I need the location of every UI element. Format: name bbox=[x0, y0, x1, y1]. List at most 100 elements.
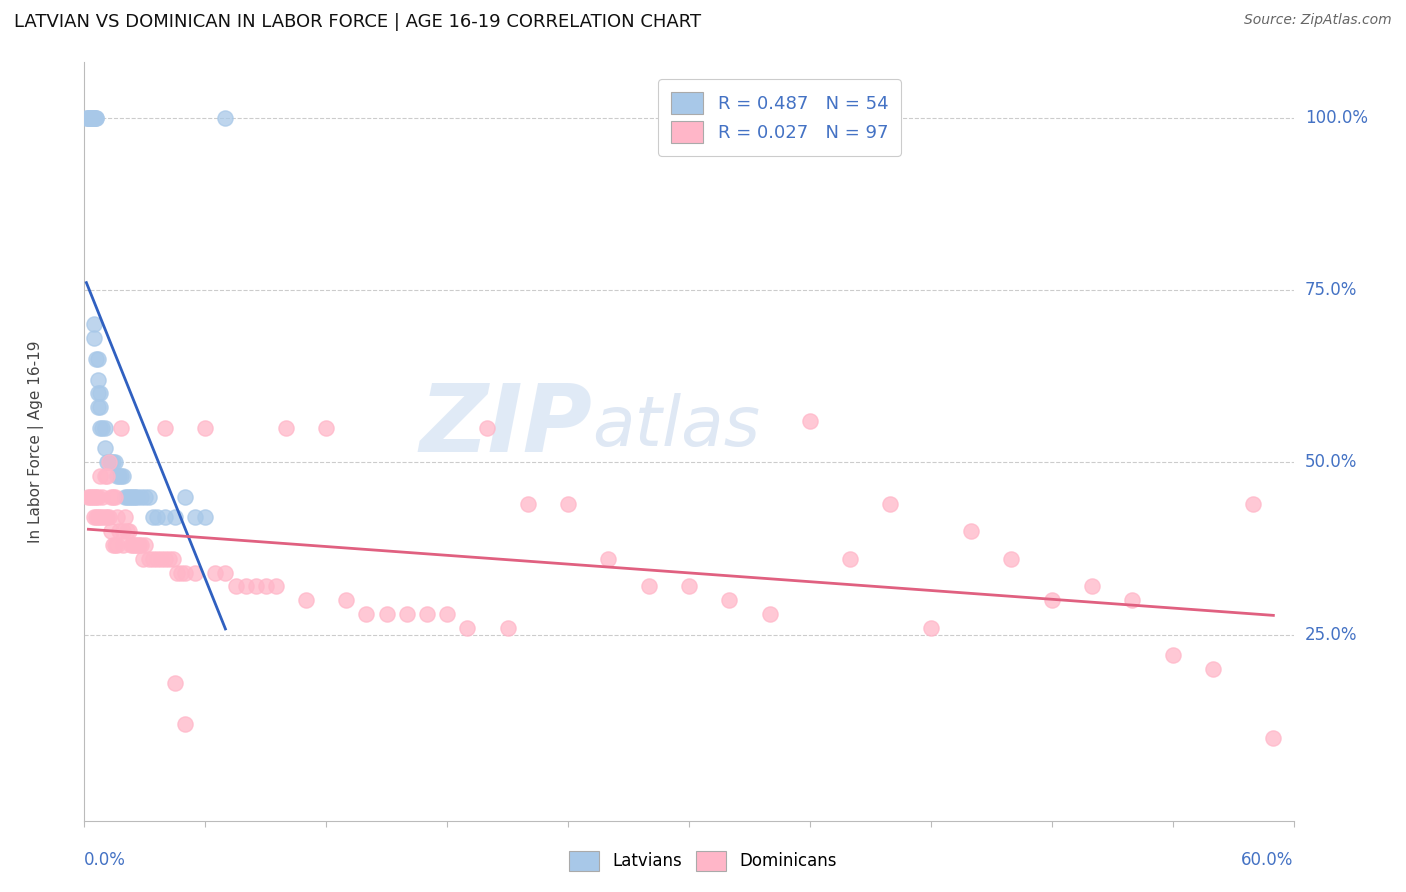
Point bbox=[153, 510, 176, 524]
Point bbox=[83, 111, 105, 125]
Point bbox=[96, 510, 118, 524]
Point bbox=[110, 421, 132, 435]
Point bbox=[120, 490, 142, 504]
Text: 50.0%: 50.0% bbox=[1305, 453, 1357, 471]
Point bbox=[124, 538, 146, 552]
Point bbox=[100, 524, 122, 538]
Point bbox=[204, 566, 226, 580]
Text: 25.0%: 25.0% bbox=[1305, 625, 1357, 643]
Point bbox=[225, 579, 247, 593]
Point bbox=[174, 490, 197, 504]
Point bbox=[105, 510, 128, 524]
Point bbox=[157, 551, 180, 566]
Point bbox=[91, 510, 114, 524]
Point bbox=[79, 111, 101, 125]
Point bbox=[97, 455, 120, 469]
Point bbox=[83, 318, 105, 332]
Point bbox=[153, 551, 176, 566]
Point bbox=[77, 111, 100, 125]
Point bbox=[120, 538, 142, 552]
Point bbox=[516, 497, 538, 511]
Point bbox=[115, 490, 138, 504]
Point bbox=[129, 538, 152, 552]
Point bbox=[105, 538, 128, 552]
Point bbox=[114, 490, 136, 504]
Point bbox=[1000, 551, 1022, 566]
Point bbox=[125, 538, 148, 552]
Point bbox=[91, 490, 114, 504]
Point bbox=[105, 469, 128, 483]
Point bbox=[86, 111, 108, 125]
Point bbox=[121, 538, 143, 552]
Text: atlas: atlas bbox=[592, 392, 761, 460]
Point bbox=[111, 469, 134, 483]
Point bbox=[89, 469, 111, 483]
Point bbox=[83, 111, 105, 125]
Point bbox=[149, 551, 172, 566]
Point bbox=[758, 607, 780, 621]
Point bbox=[83, 331, 105, 345]
Point bbox=[1081, 579, 1104, 593]
Point bbox=[79, 111, 101, 125]
Point bbox=[960, 524, 983, 538]
Point bbox=[678, 579, 700, 593]
Point bbox=[879, 497, 901, 511]
Point bbox=[82, 111, 104, 125]
Point bbox=[436, 607, 458, 621]
Point bbox=[146, 510, 169, 524]
Point bbox=[107, 469, 129, 483]
Point bbox=[146, 551, 169, 566]
Point bbox=[637, 579, 659, 593]
Text: In Labor Force | Age 16-19: In Labor Force | Age 16-19 bbox=[28, 340, 44, 543]
Point bbox=[295, 593, 318, 607]
Point bbox=[91, 421, 114, 435]
Point bbox=[93, 442, 115, 456]
Point bbox=[165, 510, 187, 524]
Text: 0.0%: 0.0% bbox=[84, 851, 127, 869]
Point bbox=[184, 510, 207, 524]
Legend: Latvians, Dominicans: Latvians, Dominicans bbox=[561, 842, 845, 880]
Point bbox=[1263, 731, 1285, 745]
Point bbox=[1241, 497, 1264, 511]
Point bbox=[170, 566, 193, 580]
Point bbox=[395, 607, 418, 621]
Point bbox=[125, 490, 148, 504]
Point bbox=[598, 551, 620, 566]
Point bbox=[162, 551, 184, 566]
Point bbox=[87, 510, 110, 524]
Point bbox=[93, 469, 115, 483]
Point bbox=[118, 490, 141, 504]
Point bbox=[1161, 648, 1184, 663]
Point bbox=[83, 111, 105, 125]
Text: LATVIAN VS DOMINICAN IN LABOR FORCE | AGE 16-19 CORRELATION CHART: LATVIAN VS DOMINICAN IN LABOR FORCE | AG… bbox=[14, 13, 702, 31]
Point bbox=[138, 551, 160, 566]
Point bbox=[335, 593, 357, 607]
Point bbox=[1202, 662, 1225, 676]
Point bbox=[118, 524, 141, 538]
Point bbox=[93, 421, 115, 435]
Point bbox=[166, 566, 188, 580]
Point bbox=[799, 414, 821, 428]
Point bbox=[557, 497, 579, 511]
Text: Source: ZipAtlas.com: Source: ZipAtlas.com bbox=[1244, 13, 1392, 28]
Point bbox=[124, 490, 146, 504]
Point bbox=[132, 551, 155, 566]
Point bbox=[174, 717, 197, 731]
Point bbox=[477, 421, 499, 435]
Point bbox=[184, 566, 207, 580]
Point bbox=[87, 351, 110, 366]
Point bbox=[718, 593, 741, 607]
Point bbox=[77, 111, 100, 125]
Point bbox=[97, 510, 120, 524]
Text: 75.0%: 75.0% bbox=[1305, 281, 1357, 299]
Point bbox=[138, 490, 160, 504]
Point bbox=[104, 490, 127, 504]
Point bbox=[315, 421, 337, 435]
Point bbox=[86, 510, 108, 524]
Point bbox=[89, 386, 111, 401]
Point bbox=[128, 538, 150, 552]
Point bbox=[254, 579, 277, 593]
Point bbox=[153, 421, 176, 435]
Point bbox=[79, 111, 101, 125]
Point bbox=[121, 490, 143, 504]
